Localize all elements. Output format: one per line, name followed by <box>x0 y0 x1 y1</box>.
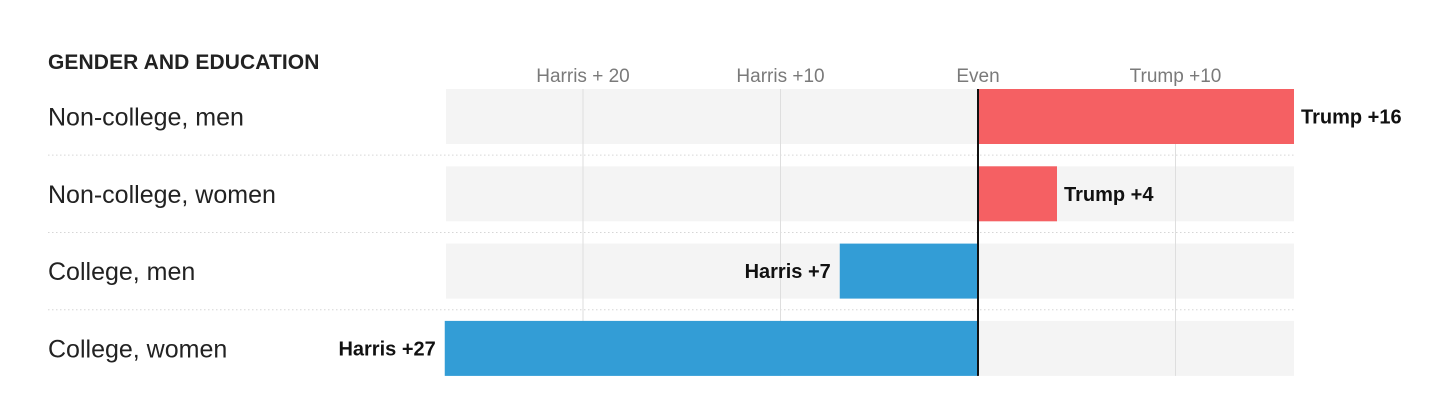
bar <box>978 89 1294 144</box>
category-label: College, women <box>48 335 227 363</box>
category-label: Non-college, men <box>48 104 244 132</box>
value-label: Harris +27 <box>338 338 435 360</box>
x-tick-label: Harris +10 <box>736 66 824 87</box>
category-label: Non-college, women <box>48 181 276 209</box>
bar <box>978 166 1057 222</box>
category-label: College, men <box>48 258 195 286</box>
bar <box>839 243 978 299</box>
x-tick-label: Trump +10 <box>1130 66 1222 87</box>
value-label: Trump +16 <box>1301 107 1402 129</box>
bar <box>444 320 978 376</box>
value-labels: Trump +16 Trump +4 Harris +7 Harris +27 <box>338 107 1401 361</box>
chart-title: GENDER AND EDUCATION <box>48 51 320 74</box>
x-tick-label: Even <box>956 66 999 87</box>
value-label: Trump +4 <box>1064 184 1154 206</box>
x-tick-label: Harris + 20 <box>536 66 629 87</box>
x-tick-labels: Harris + 20 Harris +10 Even Trump +10 <box>536 66 1221 87</box>
category-labels: Non-college, men Non-college, women Colleg… <box>48 104 276 364</box>
value-label: Harris +7 <box>745 261 831 283</box>
bars <box>444 89 1294 376</box>
bar-track <box>446 166 1294 222</box>
